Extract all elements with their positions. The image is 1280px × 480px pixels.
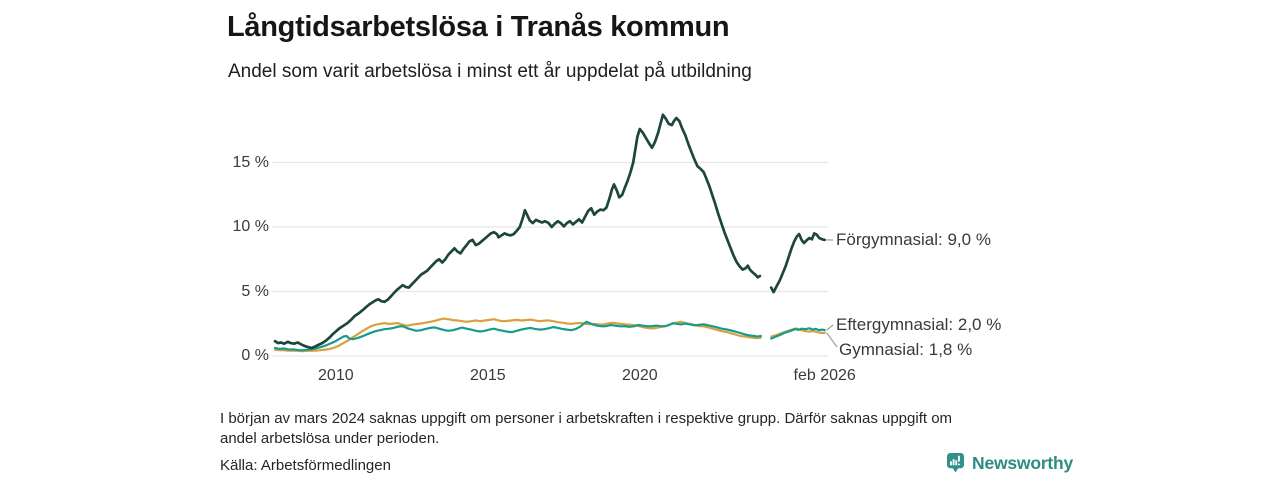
y-axis-tick-0: 0 % [241, 347, 269, 364]
y-axis-tick-15: 15 % [232, 153, 269, 171]
y-axis-tick-10: 10 % [232, 218, 269, 235]
x-axis-tick-2020: 2020 [622, 367, 658, 384]
page-title: Långtidsarbetslösa i Tranås kommun [227, 11, 730, 43]
source-note: Källa: Arbetsförmedlingen [220, 457, 391, 474]
footnote: I början av mars 2024 saknas uppgift om … [220, 409, 1070, 448]
newsworthy-branding: Newsworthy [946, 452, 1073, 474]
x-axis-tick-2015: 2015 [470, 367, 506, 384]
series-label-eftergymnasial: Eftergymnasial: 2,0 % [836, 315, 1002, 334]
x-axis-tick-feb2026: feb 2026 [793, 367, 856, 384]
y-axis-tick-5: 5 % [241, 282, 269, 300]
footnote-line-2: andel arbetslösa under perioden. [220, 429, 440, 447]
newsworthy-wordmark: Newsworthy [972, 452, 1074, 473]
page-subtitle: Andel som varit arbetslösa i minst ett å… [228, 61, 752, 82]
newsworthy-chart-bubble-icon [946, 453, 965, 473]
series-label-gymnasial: Gymnasial: 1,8 % [839, 340, 973, 359]
footnote-line-1: I början av mars 2024 saknas uppgift om … [220, 410, 953, 427]
x-axis-tick-2010: 2010 [318, 367, 354, 384]
series-label-forgymnasial: Förgymnasial: 9,0 % [836, 230, 991, 249]
